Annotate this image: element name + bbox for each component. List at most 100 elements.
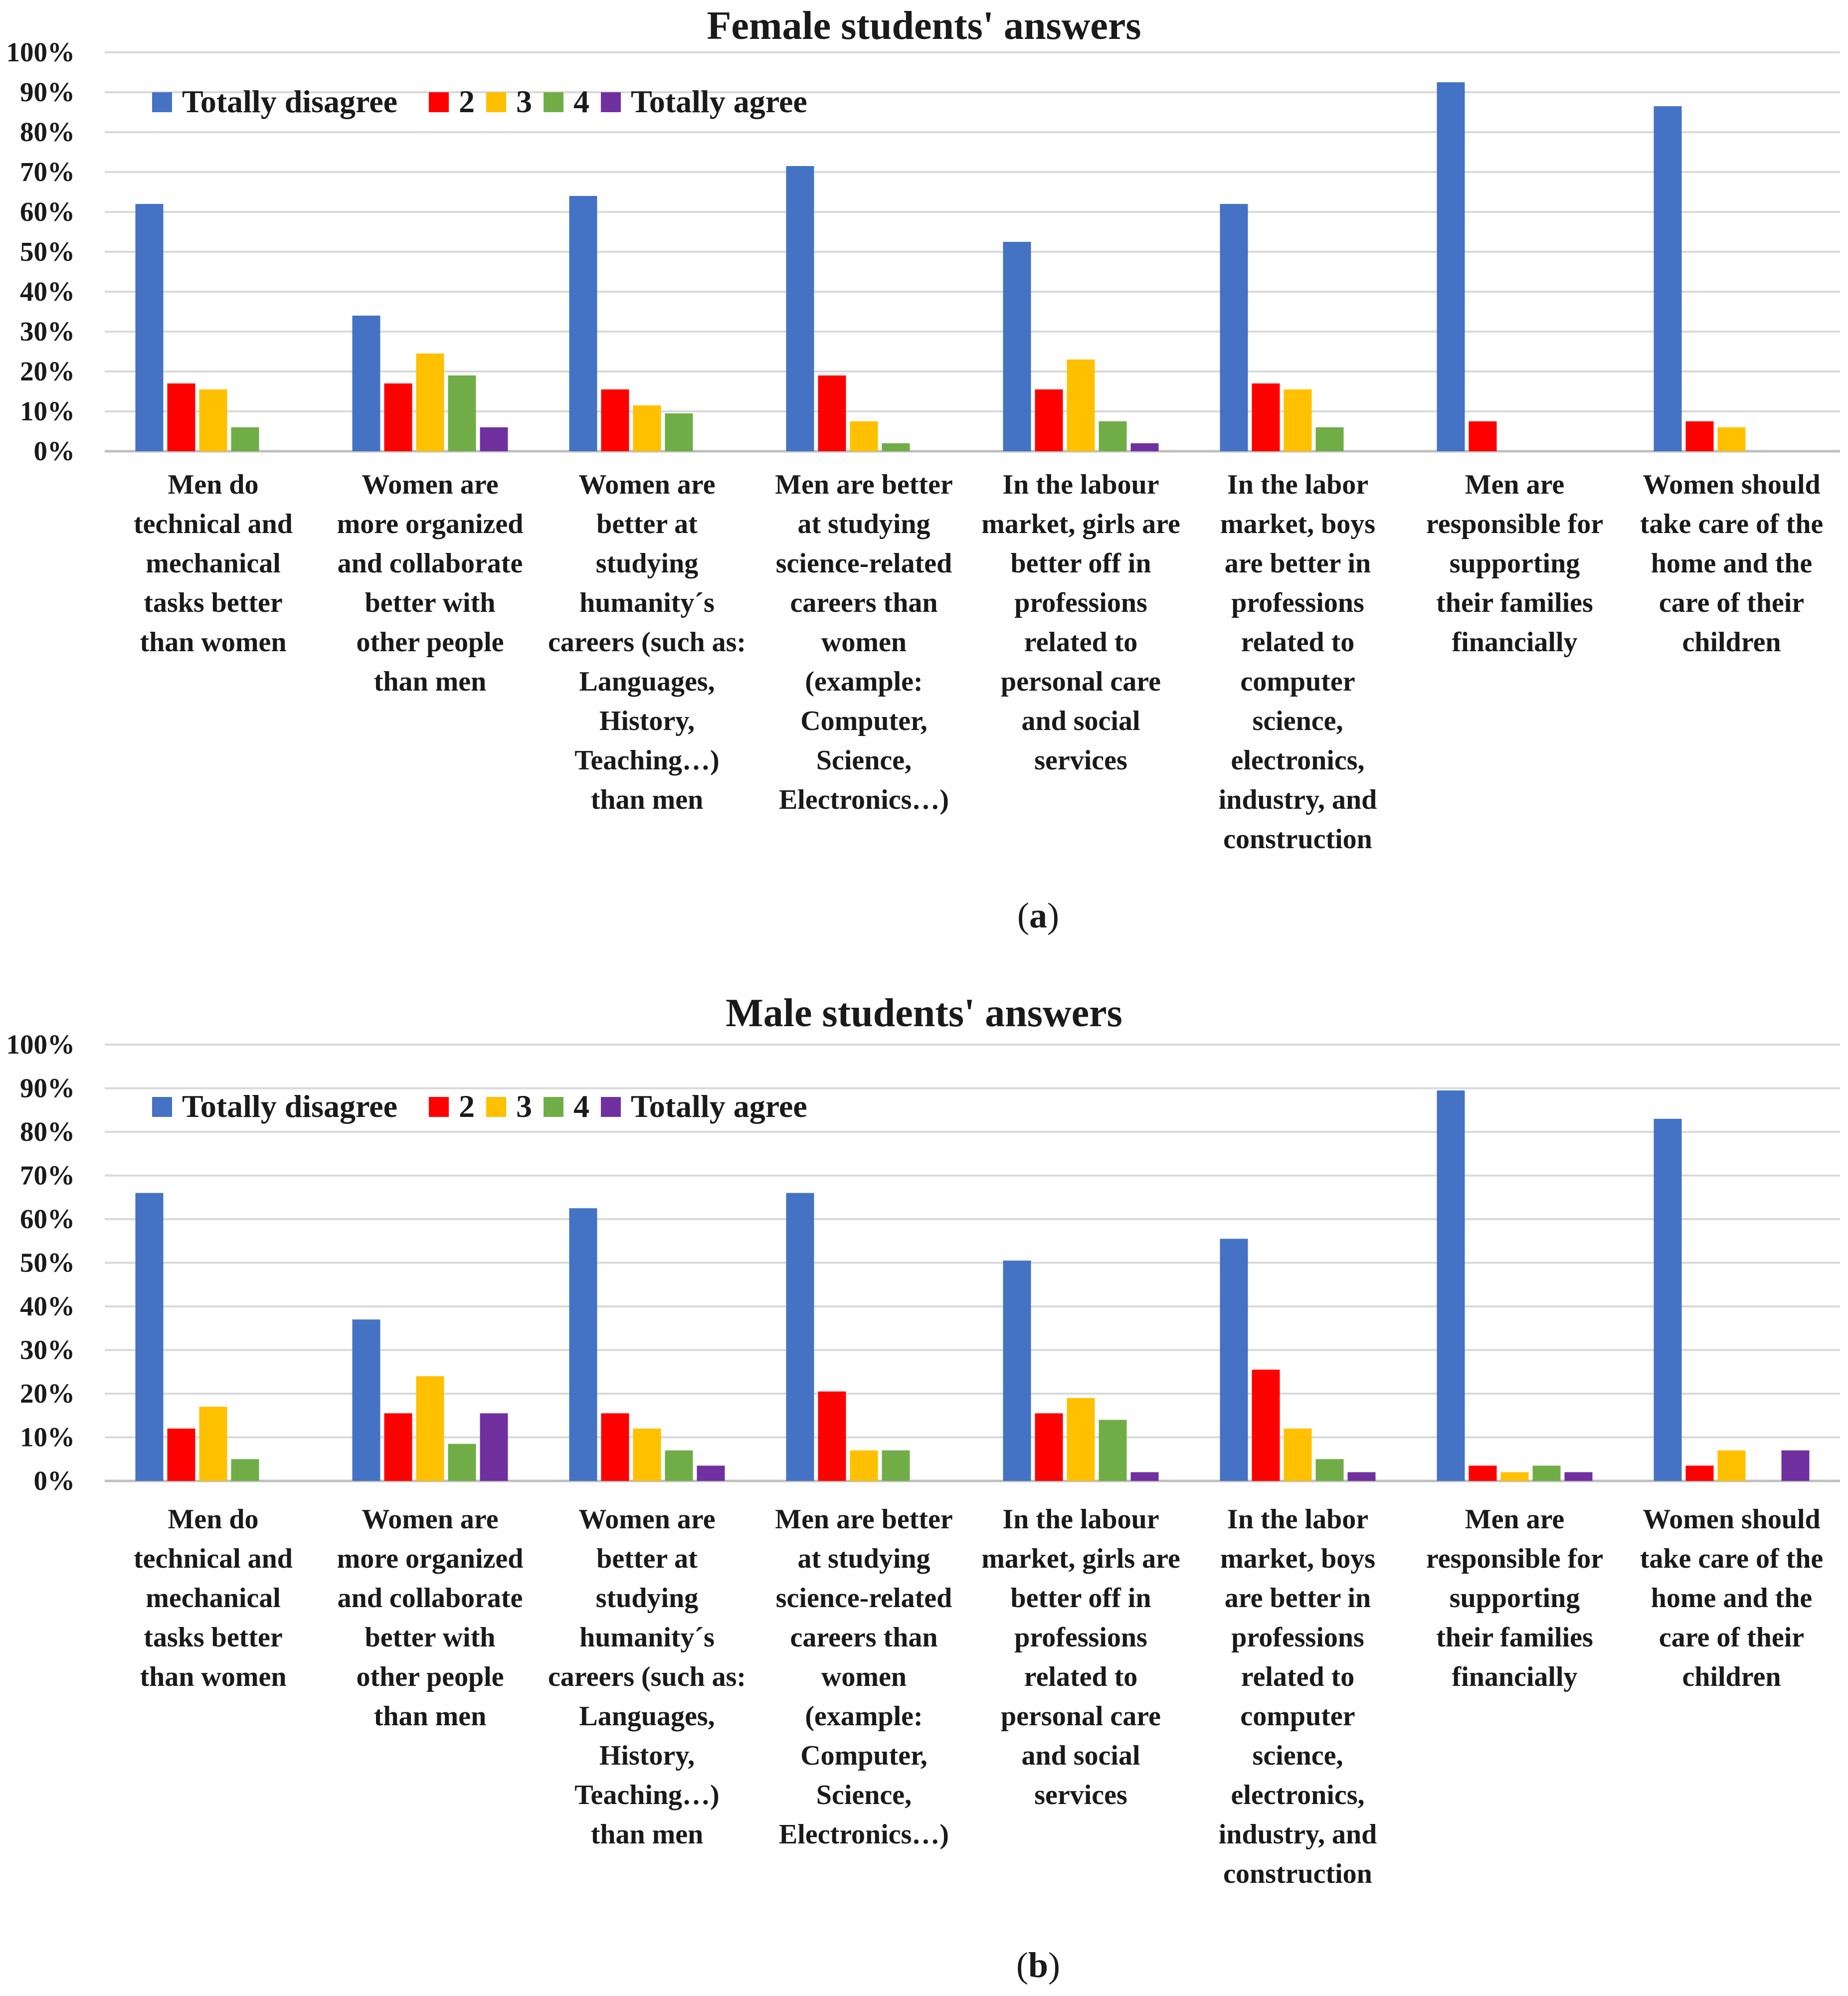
category-label-line: construction <box>1223 824 1372 855</box>
legend-swatch <box>429 1097 449 1117</box>
category-label-line: studying <box>596 1583 698 1614</box>
category-label-line: than women <box>140 627 286 658</box>
legend-swatch <box>601 1097 621 1117</box>
legend-swatch <box>486 1097 506 1117</box>
legend-swatch <box>152 1097 172 1117</box>
category-label-line: personal care <box>1001 666 1161 697</box>
category-label-line: science, <box>1253 1740 1343 1771</box>
category-label-line: better at <box>596 509 698 540</box>
female-answers-panel: Female students' answers 0% 10% 20% 30% 40% 50… <box>0 0 1848 997</box>
legend-swatch <box>486 92 506 112</box>
category-label-line: tasks better <box>144 587 282 618</box>
category-label-line: better off in <box>1011 548 1151 579</box>
y-tick-label: 50% <box>20 236 75 267</box>
bar-totally-disagree-8 <box>1654 1118 1682 1481</box>
category-label-line: History, <box>599 706 695 736</box>
bar-totally-disagree-3 <box>569 1208 597 1481</box>
female-answers-chart: Female students' answers 0% 10% 20% 30% 40% 50… <box>6 4 1840 935</box>
category-label-line: technical and <box>134 509 293 540</box>
bar-4-3 <box>665 1450 693 1481</box>
bar-4-3 <box>665 413 693 451</box>
category-label-line: Languages, <box>579 666 715 697</box>
bar-2-6 <box>1252 1369 1280 1481</box>
category-label-line: than men <box>374 1701 487 1732</box>
category-label-line: children <box>1682 1661 1781 1692</box>
category-label-line: science-related <box>776 548 952 579</box>
bar-3-2 <box>416 1376 444 1481</box>
category-label-line: supporting <box>1450 548 1580 579</box>
bar-totally-disagree-1 <box>135 204 164 451</box>
category-label-line: History, <box>599 1740 695 1771</box>
category-label-line: take care of the <box>1640 1543 1824 1574</box>
bar-2-2 <box>384 1413 412 1481</box>
category-label-line: technical and <box>134 1543 293 1574</box>
category-label-line: services <box>1034 1780 1127 1811</box>
category-label-line: careers than <box>790 587 938 618</box>
legend-label: 2 <box>459 84 475 119</box>
legend-label: Totally disagree <box>182 84 397 119</box>
bar-2-7 <box>1469 1465 1497 1481</box>
category-label-line: mechanical <box>146 548 281 579</box>
bar-totally-disagree-4 <box>786 1193 814 1481</box>
category-label-line: Women are <box>362 1504 498 1535</box>
category-label-line: Science, <box>816 745 912 776</box>
category-label-line: responsible for <box>1426 1543 1603 1574</box>
category-label-line: Electronics…) <box>779 1819 949 1850</box>
category-label-line: than men <box>591 1819 704 1850</box>
y-tick-label: 20% <box>20 1378 75 1409</box>
bar-3-7 <box>1500 1472 1529 1481</box>
chart-title: Female students' answers <box>707 4 1141 48</box>
bar-totally-disagree-4 <box>786 166 814 451</box>
category-label-line: better off in <box>1011 1583 1151 1614</box>
category-label: Men do technical and mechanical tasks bette… <box>134 1504 293 1692</box>
legend-swatch <box>544 92 563 112</box>
y-tick-label: 90% <box>20 1073 75 1103</box>
category-label-line: at studying <box>797 1543 930 1574</box>
bar-2-8 <box>1685 421 1714 451</box>
bar-4-5 <box>1099 1420 1127 1481</box>
panel-caption: (b) <box>1016 1945 1060 1985</box>
category-label-line: Science, <box>816 1780 912 1811</box>
category-label-line: take care of the <box>1640 509 1824 540</box>
bar-3-4 <box>850 1450 878 1481</box>
panel-caption: (a) <box>1017 896 1059 935</box>
category-label-line: Electronics…) <box>779 784 949 815</box>
category-label-line: care of their <box>1659 1622 1804 1653</box>
bar-4-4 <box>882 1450 910 1481</box>
caption-close: ) <box>1047 896 1059 935</box>
category-label-line: In the labour <box>1002 1504 1159 1535</box>
category-label-line: Women should <box>1643 469 1820 500</box>
category-label-line: women <box>821 627 907 658</box>
category-label-line: Languages, <box>579 1701 715 1732</box>
y-tick-label: 60% <box>20 196 75 227</box>
y-tick-label: 30% <box>20 1335 75 1365</box>
category-label-line: Men are better <box>775 1504 953 1535</box>
category-label-line: than women <box>140 1661 286 1692</box>
category-label-line: computer <box>1240 666 1355 697</box>
category-label-line: other people <box>356 1661 504 1692</box>
category-label-line: In the labour <box>1002 469 1159 500</box>
category-label-line: services <box>1034 745 1127 776</box>
legend-label: 4 <box>573 1089 589 1124</box>
category-label: In the labour market, girls are better off… <box>981 1504 1180 1811</box>
category-label-line: and collaborate <box>338 1583 523 1614</box>
category-label-line: In the labor <box>1227 1504 1368 1535</box>
bar-totally-agree-5 <box>1130 1472 1159 1481</box>
category-label-line: Men are <box>1465 1504 1565 1535</box>
category-label: In the labour market, girls are better off… <box>981 469 1180 776</box>
category-label-line: careers (such as: <box>548 1661 746 1692</box>
legend-label: 4 <box>573 84 589 119</box>
category-label-line: supporting <box>1450 1583 1580 1614</box>
category-label-line: professions <box>1014 1622 1147 1653</box>
bar-2-4 <box>818 1391 846 1481</box>
bar-2-8 <box>1685 1465 1714 1481</box>
bar-2-4 <box>818 375 846 451</box>
category-label: Women are better at studying humanity´s care… <box>548 469 746 815</box>
y-tick-label: 70% <box>20 157 75 187</box>
bar-2-1 <box>167 383 195 451</box>
bar-totally-disagree-5 <box>1003 1261 1031 1481</box>
category-label-line: care of their <box>1659 587 1804 618</box>
category-label-line: Teaching…) <box>574 1780 719 1811</box>
category-label-line: their families <box>1436 587 1593 618</box>
category-label-line: women <box>821 1661 907 1692</box>
